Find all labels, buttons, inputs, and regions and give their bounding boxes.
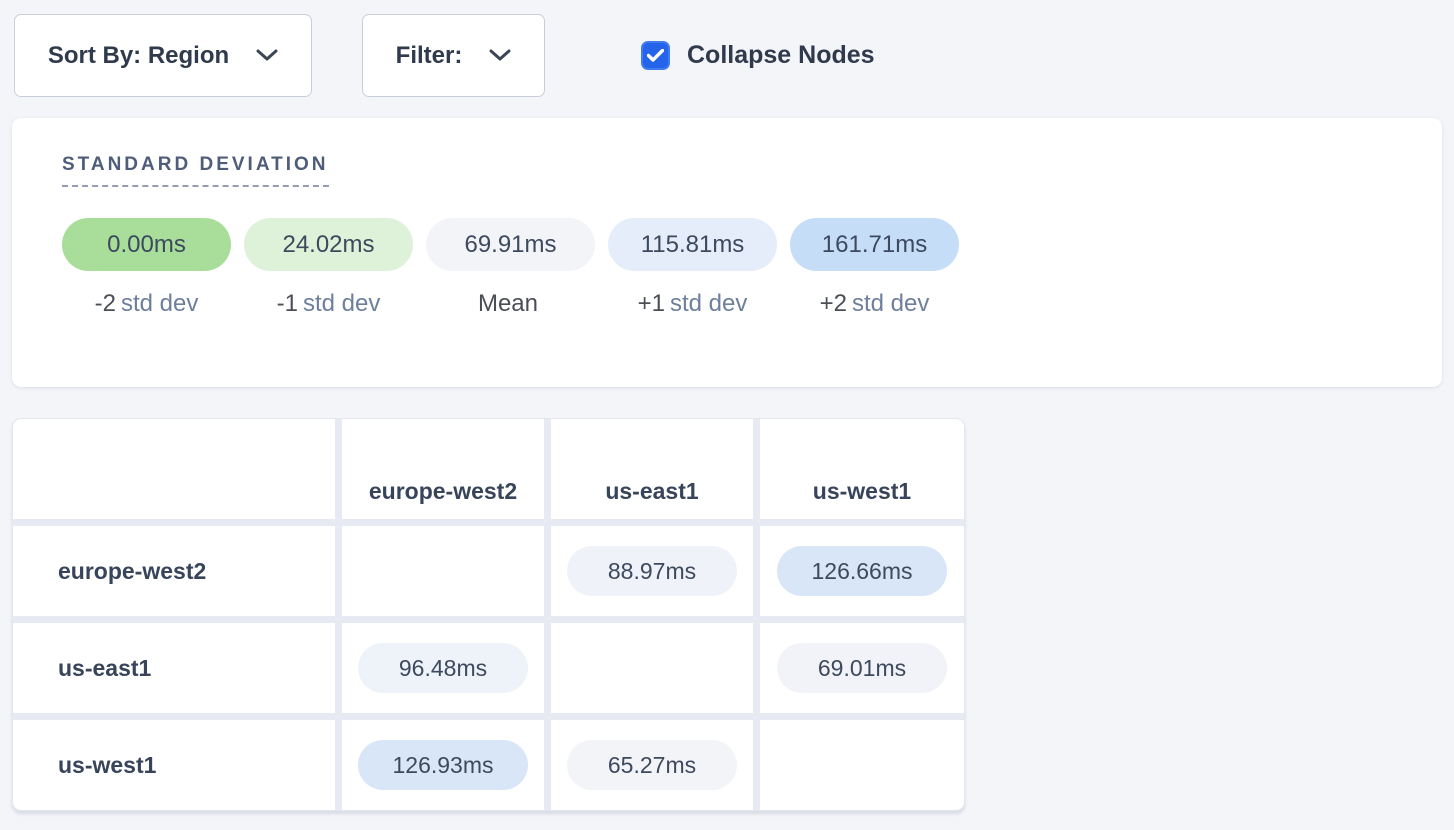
latency-pill: 65.27ms <box>567 740 737 790</box>
std-dev-scale: 0.00ms -2 std dev 24.02ms -1 std dev 69.91… <box>62 218 1392 318</box>
sort-by-dropdown[interactable]: Sort By: Region <box>14 14 312 97</box>
std-dev-item: 115.81ms +1 std dev <box>608 218 777 318</box>
matrix-cell: 88.97ms <box>551 526 753 616</box>
std-dev-pill: 0.00ms <box>62 218 231 271</box>
matrix-cell: 65.27ms <box>551 720 753 810</box>
collapse-nodes-checkbox[interactable] <box>641 41 670 70</box>
matrix-cell: 126.66ms <box>760 526 964 616</box>
std-dev-item: 69.91ms Mean <box>426 218 595 318</box>
matrix-corner-cell <box>13 419 335 519</box>
matrix-col-header: europe-west2 <box>342 419 544 519</box>
latency-matrix: europe-west2 us-east1 us-west1 europe-we… <box>12 418 965 811</box>
chevron-down-icon <box>256 49 278 61</box>
std-dev-pill: 24.02ms <box>244 218 413 271</box>
matrix-col-header: us-west1 <box>760 419 964 519</box>
std-dev-pill: 161.71ms <box>790 218 959 271</box>
matrix-cell <box>551 623 753 713</box>
std-dev-label: +2 std dev <box>819 290 930 317</box>
chevron-down-icon <box>489 49 511 61</box>
std-dev-label: +1 std dev <box>637 290 748 317</box>
std-dev-card: STANDARD DEVIATION 0.00ms -2 std dev 24.0… <box>12 118 1442 387</box>
latency-dashboard-page: Sort By: Region Filter: Collapse Nodes S… <box>0 14 1454 811</box>
std-dev-item: 24.02ms -1 std dev <box>244 218 413 318</box>
sort-by-label: Sort By: Region <box>47 41 230 69</box>
matrix-cell: 69.01ms <box>760 623 964 713</box>
std-dev-label: Mean <box>477 290 539 317</box>
std-dev-pill: 115.81ms <box>608 218 777 271</box>
latency-pill: 96.48ms <box>358 643 528 693</box>
std-dev-item: 0.00ms -2 std dev <box>62 218 231 318</box>
matrix-cell <box>342 526 544 616</box>
latency-pill: 88.97ms <box>567 546 737 596</box>
matrix-row-header: us-west1 <box>13 720 335 810</box>
matrix-cell <box>760 720 964 810</box>
latency-pill: 126.66ms <box>777 546 947 596</box>
matrix-row-header: europe-west2 <box>13 526 335 616</box>
std-dev-label: -2 std dev <box>94 290 199 317</box>
filter-label: Filter: <box>395 41 463 69</box>
matrix-cell: 96.48ms <box>342 623 544 713</box>
collapse-nodes-control[interactable]: Collapse Nodes <box>641 41 875 70</box>
latency-pill: 69.01ms <box>777 643 947 693</box>
std-dev-title: STANDARD DEVIATION <box>62 154 329 187</box>
matrix-row-header: us-east1 <box>13 623 335 713</box>
std-dev-pill: 69.91ms <box>426 218 595 271</box>
toolbar: Sort By: Region Filter: Collapse Nodes <box>14 14 1454 97</box>
std-dev-label: -1 std dev <box>276 290 381 317</box>
checkmark-icon <box>647 49 664 62</box>
matrix-col-header: us-east1 <box>551 419 753 519</box>
matrix-cell: 126.93ms <box>342 720 544 810</box>
std-dev-item: 161.71ms +2 std dev <box>790 218 959 318</box>
collapse-nodes-label: Collapse Nodes <box>687 41 875 69</box>
latency-pill: 126.93ms <box>358 740 528 790</box>
filter-dropdown[interactable]: Filter: <box>362 14 545 97</box>
